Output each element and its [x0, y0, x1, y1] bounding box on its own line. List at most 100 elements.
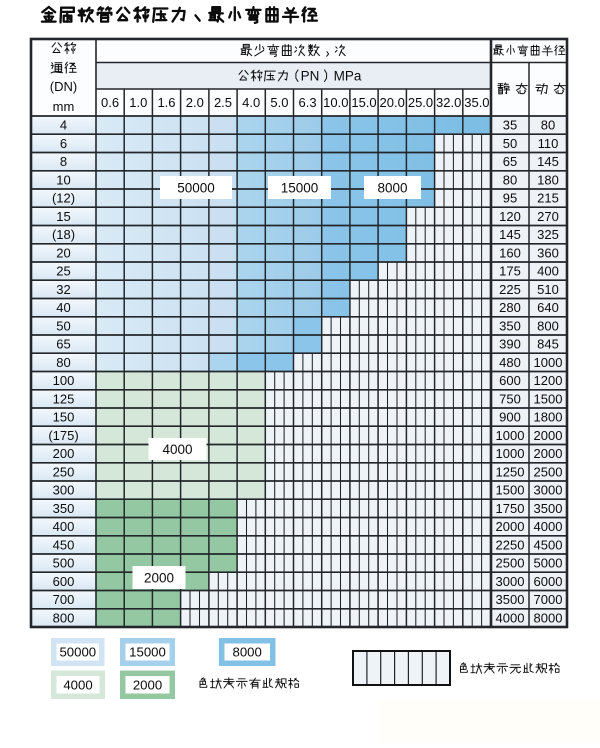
svg-text:2000: 2000	[534, 446, 563, 461]
svg-text:2000: 2000	[496, 519, 525, 534]
svg-text:120: 120	[499, 209, 521, 224]
svg-text:360: 360	[537, 246, 559, 261]
svg-text:2000: 2000	[144, 570, 174, 585]
svg-text:640: 640	[537, 300, 559, 315]
svg-text:6: 6	[60, 136, 67, 151]
svg-text:3000: 3000	[534, 483, 563, 498]
svg-text:1000: 1000	[496, 446, 525, 461]
svg-text:8: 8	[60, 154, 67, 169]
svg-text:2500: 2500	[496, 556, 525, 571]
svg-text:95: 95	[503, 191, 517, 206]
svg-text:32.0: 32.0	[436, 95, 461, 110]
svg-text:32: 32	[56, 282, 70, 297]
svg-text:145: 145	[537, 154, 559, 169]
svg-text:10.0: 10.0	[323, 95, 348, 110]
svg-text:750: 750	[499, 392, 521, 407]
svg-text:0.6: 0.6	[101, 95, 119, 110]
svg-text:145: 145	[499, 227, 521, 242]
svg-text:510: 510	[537, 282, 559, 297]
svg-text:2000: 2000	[534, 428, 563, 443]
svg-text:25.0: 25.0	[408, 95, 433, 110]
svg-text:325: 325	[537, 227, 559, 242]
svg-text:450: 450	[53, 538, 75, 553]
svg-text:4: 4	[60, 118, 67, 133]
svg-text:10: 10	[56, 173, 70, 188]
svg-text:7000: 7000	[534, 592, 563, 607]
svg-text:3500: 3500	[534, 501, 563, 516]
svg-text:1500: 1500	[534, 392, 563, 407]
svg-text:15000: 15000	[129, 645, 166, 660]
svg-text:65: 65	[56, 337, 70, 352]
svg-text:100: 100	[53, 373, 75, 388]
svg-text:PN: PN	[301, 69, 320, 84]
svg-text:80: 80	[56, 355, 70, 370]
svg-text:80: 80	[503, 173, 517, 188]
svg-text:20: 20	[56, 246, 70, 261]
svg-text:2250: 2250	[496, 538, 525, 553]
svg-text:200: 200	[53, 446, 75, 461]
svg-text:50: 50	[56, 319, 70, 334]
svg-text:1000: 1000	[496, 428, 525, 443]
svg-text:8000: 8000	[377, 180, 407, 195]
svg-text:35: 35	[503, 118, 517, 133]
svg-text:3500: 3500	[496, 592, 525, 607]
svg-text:15: 15	[56, 209, 70, 224]
svg-text:300: 300	[53, 483, 75, 498]
svg-text:225: 225	[499, 282, 521, 297]
svg-text:1500: 1500	[496, 483, 525, 498]
svg-text:500: 500	[53, 556, 75, 571]
svg-text:350: 350	[53, 501, 75, 516]
svg-text:6.3: 6.3	[299, 95, 317, 110]
svg-text:8000: 8000	[534, 611, 563, 626]
svg-text:1200: 1200	[534, 373, 563, 388]
svg-text:50000: 50000	[177, 180, 215, 195]
svg-text:400: 400	[537, 264, 559, 279]
svg-text:2000: 2000	[133, 678, 162, 693]
svg-text:MPa: MPa	[334, 69, 362, 84]
svg-text:50: 50	[503, 136, 517, 151]
svg-text:1.6: 1.6	[157, 95, 175, 110]
svg-text:215: 215	[537, 191, 559, 206]
svg-text:(12): (12)	[52, 191, 75, 206]
svg-text:65: 65	[503, 154, 517, 169]
svg-text:110: 110	[538, 136, 559, 151]
svg-text:5000: 5000	[534, 556, 563, 571]
svg-text:15000: 15000	[281, 180, 319, 195]
svg-text:1250: 1250	[496, 465, 525, 480]
svg-text:800: 800	[53, 611, 75, 626]
svg-text:5.0: 5.0	[270, 95, 288, 110]
svg-text:250: 250	[53, 465, 75, 480]
svg-text:280: 280	[499, 300, 521, 315]
svg-text:270: 270	[537, 209, 559, 224]
svg-text:800: 800	[537, 319, 559, 334]
svg-text:180: 180	[537, 173, 559, 188]
svg-text:3000: 3000	[496, 574, 525, 589]
svg-text:50000: 50000	[59, 645, 96, 660]
svg-text:4000: 4000	[534, 519, 563, 534]
svg-text:1750: 1750	[496, 501, 525, 516]
svg-text:20.0: 20.0	[380, 95, 405, 110]
svg-text:6000: 6000	[534, 574, 563, 589]
svg-text:900: 900	[499, 410, 521, 425]
svg-text:(175): (175)	[48, 428, 78, 443]
svg-text:(DN): (DN)	[50, 79, 77, 94]
svg-text:4000: 4000	[63, 678, 92, 693]
svg-text:400: 400	[53, 519, 75, 534]
svg-text:4.0: 4.0	[242, 95, 260, 110]
svg-text:1800: 1800	[534, 410, 563, 425]
svg-text:150: 150	[53, 410, 75, 425]
svg-text:2500: 2500	[534, 465, 563, 480]
svg-text:700: 700	[53, 592, 75, 607]
svg-text:4000: 4000	[496, 611, 525, 626]
svg-text:25: 25	[56, 264, 70, 279]
svg-text:600: 600	[499, 373, 521, 388]
svg-text:(18): (18)	[52, 227, 75, 242]
svg-text:8000: 8000	[233, 645, 262, 660]
svg-text:40: 40	[56, 300, 70, 315]
svg-text:2.5: 2.5	[214, 95, 232, 110]
svg-text:4500: 4500	[534, 538, 563, 553]
svg-text:2.0: 2.0	[186, 95, 204, 110]
svg-text:390: 390	[499, 337, 521, 352]
svg-text:350: 350	[499, 319, 521, 334]
svg-text:15.0: 15.0	[351, 95, 376, 110]
